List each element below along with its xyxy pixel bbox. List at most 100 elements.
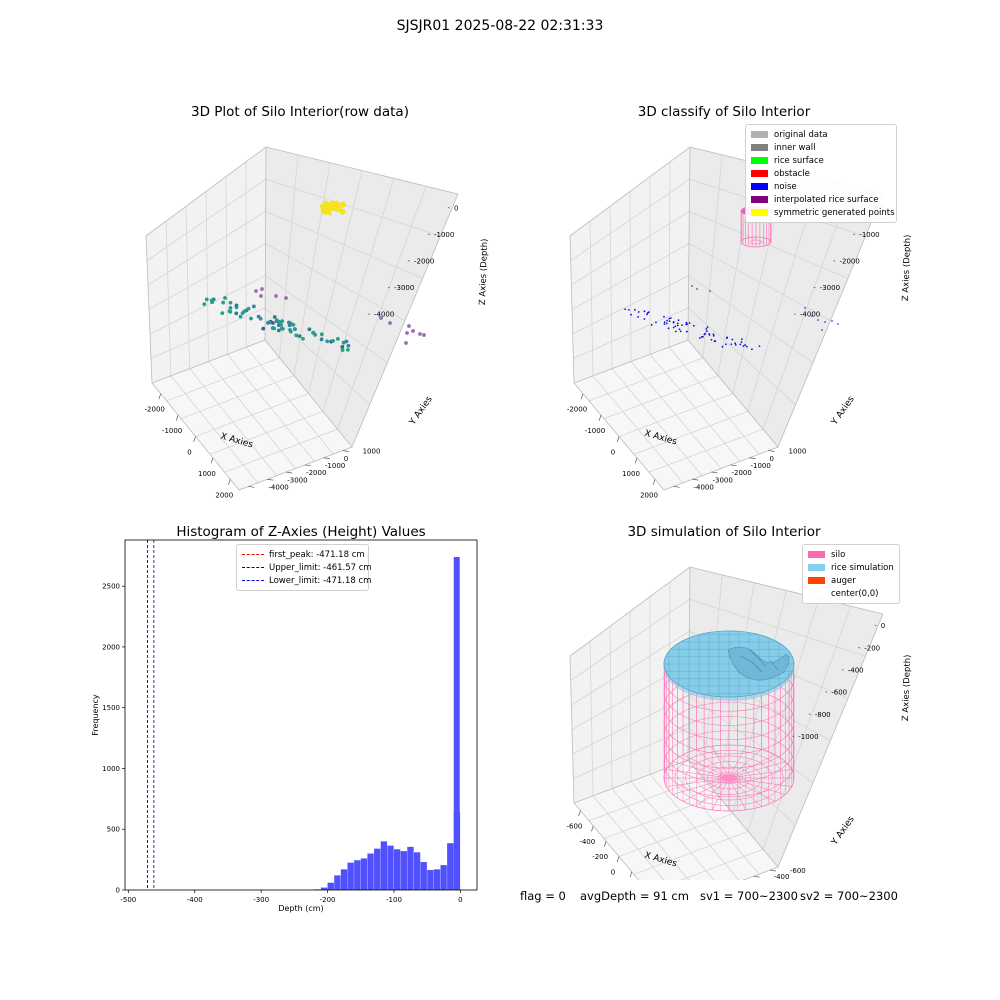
scatter-point xyxy=(293,327,297,332)
status-sv1: sv1 = 700~2300 xyxy=(700,889,798,903)
histogram-bar xyxy=(374,848,381,890)
noise-point xyxy=(647,311,650,314)
scatter-point xyxy=(319,337,324,342)
noise-point xyxy=(804,307,806,309)
x-tick-label: -100 xyxy=(386,896,402,904)
p2-ztick-label: -4000 xyxy=(800,311,820,319)
legend-item-first-peak: first_peak: -471.18 cm xyxy=(242,548,365,561)
silo-floor-spoke xyxy=(696,749,730,779)
noise-point xyxy=(685,330,688,333)
histogram-bar xyxy=(407,846,414,890)
panel2-z-axis-label: Z Axies (Depth) xyxy=(901,234,913,301)
noise-point xyxy=(709,290,711,292)
noise-point xyxy=(667,327,670,330)
noise-point xyxy=(710,338,713,341)
p1-ytick-mark xyxy=(286,471,293,474)
p4-xtick-mark xyxy=(578,810,581,817)
panel4-x-ticks: -600-400-2000200400600 xyxy=(566,810,633,878)
panel2-title: 3D classify of Silo Interior xyxy=(637,104,811,120)
scatter-point xyxy=(276,319,281,324)
legend-item-rice-simulation: rice simulation xyxy=(808,561,894,574)
scatter-point xyxy=(270,326,275,330)
noise-point xyxy=(811,315,813,317)
p4-xtick-label: 0 xyxy=(611,869,615,877)
noise-point xyxy=(691,285,693,287)
box-edge xyxy=(264,146,267,341)
noise-point xyxy=(744,344,747,346)
scatter-point xyxy=(280,319,285,323)
p1-ztick-label: -2000 xyxy=(414,258,434,266)
histogram-bar xyxy=(354,860,361,890)
box-edge xyxy=(569,613,884,880)
p2-ytick-mark xyxy=(711,471,718,474)
scatter-point xyxy=(204,297,209,302)
pane-left xyxy=(570,567,690,803)
noise-point xyxy=(643,318,646,320)
noise-point xyxy=(740,341,743,343)
p4-ytick-label: -400 xyxy=(774,873,790,880)
p1-ztick-label: 0 xyxy=(454,204,458,212)
p2-ztick-label: -3000 xyxy=(820,284,840,292)
p1-ytick-mark xyxy=(248,486,255,488)
p4-ztick-label: 0 xyxy=(881,622,885,630)
legend-item-obstacle: obstacle xyxy=(751,167,891,180)
noise-point xyxy=(637,316,639,318)
silo-floor-spoke xyxy=(672,761,730,779)
silo-floor-spoke xyxy=(682,754,730,779)
scatter-point xyxy=(411,329,415,333)
scatter-point xyxy=(325,339,330,344)
p2-ytick-label: -2000 xyxy=(732,469,752,477)
noise-point xyxy=(678,328,681,331)
legend-item-auger: auger xyxy=(808,574,894,587)
p2-ytick-mark xyxy=(768,450,775,452)
scatter-point xyxy=(388,321,392,325)
panel4-z-ticks: 0 -200 -400 -600 -800 -1000 xyxy=(792,622,885,741)
histogram-bar xyxy=(340,869,348,890)
noise-point xyxy=(699,337,701,339)
scatter-point xyxy=(258,316,263,321)
figure-title: SJSJR01 2025-08-22 02:31:33 xyxy=(396,18,604,34)
histogram-bar xyxy=(347,862,354,890)
noise-point xyxy=(721,345,724,348)
noise-point xyxy=(734,342,737,345)
noise-point xyxy=(624,308,627,311)
silo-floor-spoke xyxy=(728,749,762,779)
scatter-point xyxy=(228,306,233,310)
p4-ztick-label: -200 xyxy=(864,644,880,652)
noise-point xyxy=(741,338,743,340)
scatter-point xyxy=(404,341,408,345)
status-flag: flag = 0 xyxy=(520,889,566,903)
legend-item-center: center(0,0) xyxy=(808,587,894,600)
pane-left xyxy=(146,147,266,383)
grid-line xyxy=(165,221,172,376)
noise-point xyxy=(685,323,688,326)
scatter-point xyxy=(340,344,345,349)
noise-point xyxy=(655,321,657,324)
p1-ztick-label: -4000 xyxy=(374,311,394,319)
p2-ytick-label: 1000 xyxy=(789,448,807,456)
histogram-bar xyxy=(393,849,401,890)
scatter-point xyxy=(328,200,335,207)
p2-xtick-label: 2000 xyxy=(640,491,658,499)
noise-point xyxy=(739,343,742,346)
p1-ytick-label: -4000 xyxy=(268,483,288,491)
histogram-bar xyxy=(447,843,454,890)
panel4-title: 3D simulation of Silo Interior xyxy=(627,524,821,540)
noise-point xyxy=(681,324,683,327)
rice-depression xyxy=(727,646,789,681)
p4-ztick-mark xyxy=(874,624,877,627)
noise-point xyxy=(676,322,679,325)
histogram-bars xyxy=(314,557,461,890)
x-tick-label: 0 xyxy=(458,896,462,904)
p1-xtick-mark xyxy=(175,414,179,421)
p4-ztick-mark xyxy=(841,669,844,671)
p2-xtick-label: 1000 xyxy=(622,470,640,478)
panel4-z-axis-label: Z Axies (Depth) xyxy=(901,654,913,721)
noise-point xyxy=(628,308,630,311)
p2-ytick-mark xyxy=(692,478,699,481)
noise-point xyxy=(824,321,826,323)
noise-point xyxy=(731,338,734,341)
cylinder-bottom-inner xyxy=(749,239,763,245)
noise-point xyxy=(668,320,671,323)
grid-line xyxy=(648,428,764,473)
